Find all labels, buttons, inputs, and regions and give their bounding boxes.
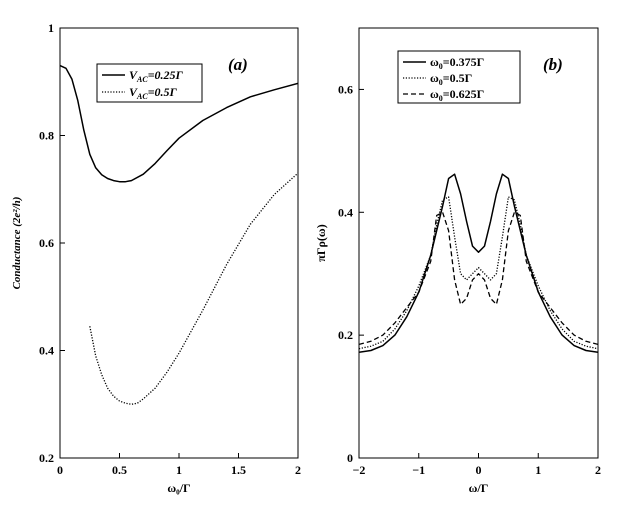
x-tick-label: 0 <box>476 463 482 477</box>
legend-sub: 0 <box>439 94 443 103</box>
x-tick-label: −1 <box>412 463 425 477</box>
panel-a: 0 0.5 1 1.5 2 0.2 0.4 0.6 0.8 1 ω₀/Γ Conductance (2… <box>11 21 301 495</box>
y-axis-label: Conductance (2e²/h) <box>11 197 23 290</box>
legend-box <box>397 50 521 104</box>
legend-sub: 0 <box>439 62 443 71</box>
legend-main: ω <box>430 71 439 85</box>
x-tick-label: 0.5 <box>112 463 127 477</box>
legend-main: V <box>129 68 138 82</box>
x-axis-label: ω/Γ <box>469 481 489 495</box>
legend-rest: =0.5Γ <box>443 71 472 85</box>
legend-main: ω <box>430 55 439 69</box>
x-tick-label: 1 <box>176 463 182 477</box>
y-tick-label: 0.6 <box>338 82 353 96</box>
y-tick-label: 0.6 <box>39 236 54 250</box>
y-tick-label: 1 <box>48 21 54 35</box>
legend-rest: =0.375Γ <box>443 55 484 69</box>
series-line-1 <box>359 173 598 354</box>
legend-sub: AC <box>136 92 148 101</box>
legend-entry: ω0=0.375Γ <box>430 55 484 71</box>
legend-entry: VAC=0.25Γ <box>129 68 184 84</box>
x-tick-label: 0 <box>57 463 63 477</box>
series-line-3 <box>359 211 598 346</box>
legend-rest: =0.625Γ <box>443 87 484 101</box>
legend-sub: 0 <box>439 78 443 87</box>
y-tick-label: 0.8 <box>39 129 54 143</box>
legend-sub: AC <box>136 75 148 84</box>
x-tick-label: 2 <box>295 463 301 477</box>
panel-label: (a) <box>228 55 248 74</box>
x-tick-label: 1 <box>535 463 541 477</box>
series-line-2 <box>89 172 298 405</box>
legend-entry: ω0=0.625Γ <box>430 87 484 103</box>
x-tick-label: −2 <box>353 463 366 477</box>
series-line-2 <box>359 196 598 350</box>
x-tick-label: 1.5 <box>231 463 246 477</box>
y-tick-label: 0.2 <box>338 328 353 342</box>
series-line-1 <box>60 64 298 183</box>
legend-entry: VAC=0.5Γ <box>129 85 178 101</box>
y-tick-label: 0.4 <box>338 205 353 219</box>
legend-entry: ω0=0.5Γ <box>430 71 472 87</box>
y-tick-label: 0 <box>347 451 353 465</box>
legend-main: ω <box>430 87 439 101</box>
y-tick-label: 0.4 <box>39 344 54 358</box>
legend-main: V <box>129 85 138 99</box>
panel-b: −2 −1 0 1 200.20.40.6ω/ΓπΓρ(ω)ω0=0.375Γω0=0.… <box>314 27 601 495</box>
legend-box <box>96 63 203 103</box>
panel-label: (b) <box>543 55 563 74</box>
y-axis-label: πΓρ(ω) <box>314 224 328 261</box>
legend-rest: =0.5Γ <box>148 85 178 99</box>
x-tick-label: 2 <box>595 463 601 477</box>
x-axis-label: ω₀/Γ <box>167 481 190 495</box>
legend-rest: =0.25Γ <box>148 68 184 82</box>
y-tick-label: 0.2 <box>39 451 54 465</box>
